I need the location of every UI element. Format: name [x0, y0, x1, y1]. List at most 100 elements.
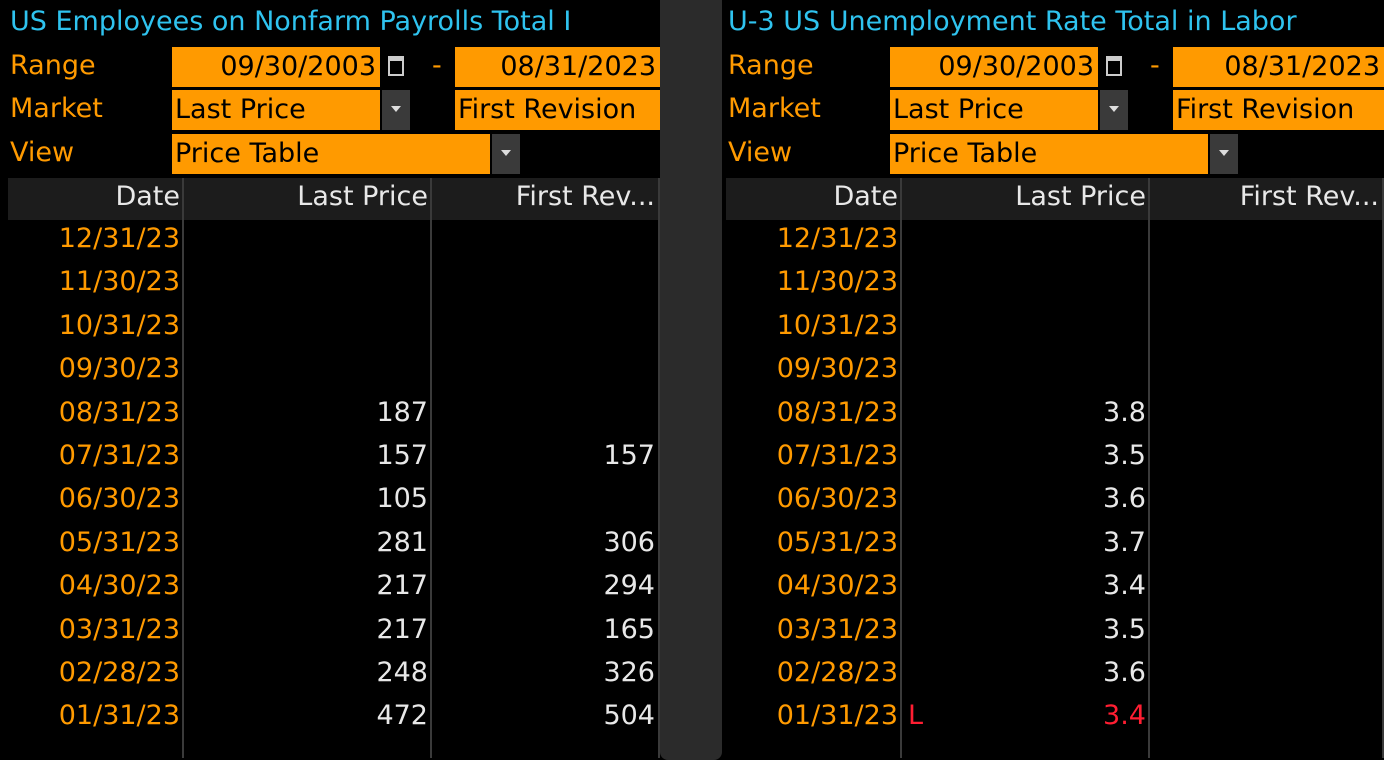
row-value	[1150, 522, 1379, 564]
row-value: 217	[376, 570, 428, 602]
date-input[interactable]: 08/31/2023	[455, 47, 660, 87]
arrow-glyph	[391, 106, 401, 112]
row-value: 3.4	[1103, 700, 1146, 732]
row-value: 306	[603, 526, 655, 558]
dropdown[interactable]: Last Price	[890, 90, 1098, 130]
row-value	[432, 218, 655, 260]
row-value	[902, 218, 1146, 260]
row-value: 3.8	[1103, 396, 1146, 428]
column-header[interactable]: First Rev...	[515, 181, 655, 212]
row-date: 06/30/23	[58, 483, 180, 515]
range-separator: -	[1150, 50, 1160, 81]
row-value	[902, 261, 1146, 303]
row-value: 3.4	[1103, 570, 1146, 602]
calendar-icon[interactable]	[1106, 56, 1122, 76]
row-value	[1150, 609, 1379, 651]
row-value	[184, 218, 428, 260]
row-value	[432, 261, 655, 303]
row-value	[1150, 652, 1379, 694]
date-input[interactable]: 09/30/2003	[890, 47, 1098, 87]
dropdown[interactable]: Last Price	[172, 90, 380, 130]
row-value: 217	[376, 613, 428, 645]
row-date: 03/31/23	[58, 613, 180, 645]
field-label: Market	[10, 93, 103, 124]
column-header[interactable]: First Rev...	[1239, 181, 1379, 212]
row-value: 326	[603, 657, 655, 688]
row-value	[1150, 565, 1379, 607]
panel-divider	[660, 0, 722, 760]
column-separator	[658, 178, 660, 758]
range-separator: -	[432, 50, 442, 81]
panel-title: U-3 US Unemployment Rate Total in Labor	[728, 6, 1297, 37]
row-value	[432, 392, 655, 434]
row-date: 04/30/23	[58, 570, 180, 602]
dropdown[interactable]: First Revision	[455, 90, 660, 130]
row-value: 472	[376, 700, 428, 732]
row-date: 07/31/23	[58, 440, 180, 471]
row-value	[184, 348, 428, 390]
date-input[interactable]: 09/30/2003	[172, 47, 380, 87]
row-date: 04/30/23	[776, 570, 898, 602]
dropdown[interactable]: First Revision	[1173, 90, 1384, 130]
arrow-glyph	[501, 150, 511, 156]
date-input[interactable]: 08/31/2023	[1173, 47, 1384, 87]
row-date: 10/31/23	[58, 309, 180, 341]
row-date: 02/28/23	[58, 657, 180, 688]
row-value: 3.5	[1103, 440, 1146, 471]
row-value: 3.7	[1103, 526, 1146, 558]
row-date: 10/31/23	[776, 309, 898, 341]
row-value	[1150, 392, 1379, 434]
row-flag: L	[908, 700, 924, 732]
field-label: Market	[728, 93, 821, 124]
field-label: Range	[728, 50, 814, 81]
row-date: 09/30/23	[776, 353, 898, 385]
row-date: 12/31/23	[776, 223, 898, 254]
column-header[interactable]: Last Price	[297, 181, 428, 212]
row-value	[184, 305, 428, 347]
column-header[interactable]: Date	[833, 181, 898, 212]
field-label: View	[728, 137, 793, 168]
dropdown[interactable]: Price Table	[890, 134, 1208, 174]
dropdown[interactable]: Price Table	[172, 134, 490, 174]
row-value: 187	[376, 396, 428, 428]
field-label: Range	[10, 50, 96, 81]
field-label: View	[10, 137, 75, 168]
row-date: 02/28/23	[776, 657, 898, 688]
column-header[interactable]: Last Price	[1015, 181, 1146, 212]
row-value: 3.6	[1103, 483, 1146, 515]
row-date: 09/30/23	[58, 353, 180, 385]
row-date: 08/31/23	[776, 396, 898, 428]
row-value: 504	[603, 700, 655, 732]
column-separator	[1148, 178, 1150, 758]
row-date: 12/31/23	[58, 223, 180, 254]
row-date: 11/30/23	[776, 266, 898, 298]
row-value	[1150, 348, 1379, 390]
row-value	[184, 261, 428, 303]
row-value	[1150, 435, 1379, 477]
arrow-glyph	[1219, 150, 1229, 156]
row-value: 157	[603, 440, 655, 471]
column-separator	[900, 178, 902, 758]
table-header	[8, 178, 660, 220]
row-value	[902, 348, 1146, 390]
row-value	[902, 305, 1146, 347]
table-header	[726, 178, 1384, 220]
column-separator	[1382, 178, 1384, 758]
row-value	[1150, 305, 1379, 347]
row-date: 07/31/23	[776, 440, 898, 471]
row-value: 248	[376, 657, 428, 688]
row-value: 3.5	[1103, 613, 1146, 645]
row-value	[1150, 218, 1379, 260]
column-separator	[182, 178, 184, 758]
row-date: 08/31/23	[58, 396, 180, 428]
row-value: 294	[603, 570, 655, 602]
row-date: 01/31/23	[776, 700, 898, 732]
row-value	[432, 348, 655, 390]
row-value	[432, 478, 655, 520]
calendar-icon[interactable]	[388, 56, 404, 76]
row-value: 157	[376, 440, 428, 471]
row-value	[432, 305, 655, 347]
row-date: 11/30/23	[58, 266, 180, 298]
row-value: 281	[376, 526, 428, 558]
column-header[interactable]: Date	[115, 181, 180, 212]
